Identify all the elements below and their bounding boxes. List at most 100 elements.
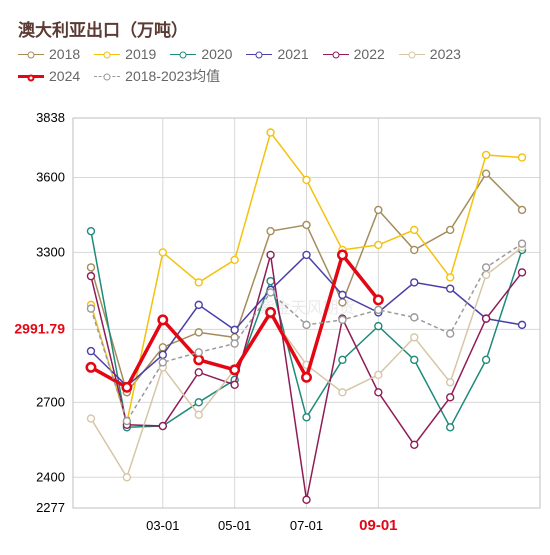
series-marker [375,371,382,378]
series-marker [411,246,418,253]
legend-label: 2019 [125,46,156,62]
series-marker [519,206,526,213]
series-marker [483,356,490,363]
series-marker [339,291,346,298]
series-marker [375,323,382,330]
series-marker [195,356,203,364]
series-marker [267,129,274,136]
legend-label: 2018-2023均值 [125,66,220,86]
series-marker [231,256,238,263]
series-marker [266,308,274,316]
series-marker [230,366,238,374]
series-marker [303,321,310,328]
series-marker [447,285,454,292]
legend-label: 2024 [49,68,80,84]
series-marker [339,299,346,306]
series-marker [159,359,166,366]
series-marker [483,315,490,322]
series-marker [123,418,130,425]
series-marker [519,269,526,276]
series-marker [447,424,454,431]
series-marker [123,383,131,391]
legend-swatch [323,54,349,55]
series-marker [374,296,382,304]
series-marker [195,399,202,406]
legend-swatch [94,54,120,55]
series-marker [87,415,94,422]
y-axis-label: 3600 [36,169,65,184]
series-marker [447,330,454,337]
series-marker [339,316,346,323]
series-marker [483,170,490,177]
series-marker [303,221,310,228]
series-marker [339,389,346,396]
x-axis-label: 05-01 [218,518,251,533]
series-marker [267,289,274,296]
legend-swatch [18,54,44,55]
y-axis-label: 2400 [36,469,65,484]
series-marker [447,379,454,386]
x-axis-label: 09-01 [359,517,397,534]
series-marker [338,251,346,259]
series-marker [195,369,202,376]
legend-item[interactable]: 2020 [170,46,232,62]
series-marker [195,301,202,308]
legend-swatch [18,75,44,78]
series-marker [303,251,310,258]
legend-item[interactable]: 2023 [399,46,461,62]
series-marker [447,274,454,281]
legend-label: 2020 [201,46,232,62]
series-marker [267,228,274,235]
series-marker [195,411,202,418]
series-marker [195,329,202,336]
x-axis-label: 07-01 [290,518,323,533]
series-marker [159,423,166,430]
series-marker [411,226,418,233]
series-marker [87,305,94,312]
legend-item[interactable]: 2018-2023均值 [94,66,220,86]
legend-item[interactable]: 2019 [94,46,156,62]
legend-item[interactable]: 2018 [18,46,80,62]
series-marker [87,348,94,355]
series-marker [195,349,202,356]
series-marker [447,226,454,233]
series-marker [519,240,526,247]
series-marker [411,314,418,321]
series-marker [231,340,238,347]
series-marker [87,264,94,271]
series-marker [303,176,310,183]
series-marker [87,363,95,371]
legend-label: 2022 [354,46,385,62]
series-marker [375,306,382,313]
series-marker [375,241,382,248]
y-axis-label: 2700 [36,394,65,409]
series-marker [302,373,310,381]
series-marker [159,316,167,324]
legend-item[interactable]: 2024 [18,66,80,86]
series-marker [303,496,310,503]
legend-swatch [399,54,425,55]
series-marker [519,154,526,161]
series-marker [267,278,274,285]
series-marker [123,474,130,481]
series-marker [159,249,166,256]
series-marker [447,394,454,401]
series-marker [231,381,238,388]
series-marker [375,389,382,396]
series-marker [483,151,490,158]
series-marker [411,441,418,448]
series-marker [267,251,274,258]
series-marker [411,334,418,341]
y-axis-label: 3838 [36,110,65,125]
legend-item[interactable]: 2021 [246,46,308,62]
legend-swatch [170,54,196,55]
series-marker [159,344,166,351]
y-axis-label: 3300 [36,244,65,259]
x-axis-label: 03-01 [146,518,179,533]
legend-item[interactable]: 2022 [323,46,385,62]
legend-label: 2021 [277,46,308,62]
series-marker [159,351,166,358]
legend-label: 2018 [49,46,80,62]
chart-title: 澳大利亚出口（万吨） [18,16,188,41]
series-marker [87,273,94,280]
